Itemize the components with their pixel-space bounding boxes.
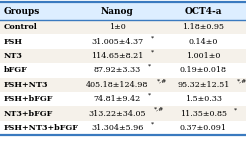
Text: 114.65±8.21: 114.65±8.21 <box>91 52 144 60</box>
Bar <box>74 63 161 78</box>
Bar <box>0 63 74 78</box>
Text: *: * <box>151 49 154 54</box>
Text: Control: Control <box>3 23 37 31</box>
Text: *,#: *,# <box>237 78 246 83</box>
Text: 31.005±4.37: 31.005±4.37 <box>92 38 143 46</box>
Text: *: * <box>148 64 151 69</box>
Bar <box>161 78 246 92</box>
Text: 313.22±34.05: 313.22±34.05 <box>89 110 146 118</box>
Text: *: * <box>151 121 154 126</box>
Text: NT3+bFGF: NT3+bFGF <box>3 110 53 118</box>
Text: 31.304±5.96: 31.304±5.96 <box>91 124 144 132</box>
Text: FSH+NT3+bFGF: FSH+NT3+bFGF <box>3 124 78 132</box>
Text: *,#: *,# <box>157 78 167 83</box>
Bar <box>74 78 161 92</box>
Bar <box>161 20 246 34</box>
Bar <box>74 2 161 20</box>
Text: FSH+bFGF: FSH+bFGF <box>3 95 53 103</box>
Bar <box>161 34 246 49</box>
Text: 1±0: 1±0 <box>109 23 126 31</box>
Text: 0.19±0.018: 0.19±0.018 <box>180 66 227 74</box>
Bar <box>161 2 246 20</box>
Text: FSH+NT3: FSH+NT3 <box>3 81 48 89</box>
Bar <box>0 92 74 106</box>
Bar <box>161 106 246 121</box>
Bar <box>74 49 161 63</box>
Text: bFGF: bFGF <box>3 66 27 74</box>
Bar <box>0 78 74 92</box>
Bar <box>161 92 246 106</box>
Text: 405.18±124.98: 405.18±124.98 <box>86 81 149 89</box>
Text: *: * <box>151 35 154 40</box>
Bar <box>0 2 74 20</box>
Text: 1.5±0.33: 1.5±0.33 <box>185 95 222 103</box>
Bar <box>0 106 74 121</box>
Bar <box>74 121 161 135</box>
Text: OCT4-a: OCT4-a <box>184 7 222 16</box>
Text: Groups: Groups <box>3 7 40 16</box>
Text: *,#: *,# <box>154 107 164 112</box>
Bar <box>161 121 246 135</box>
Text: NT3: NT3 <box>3 52 22 60</box>
Bar <box>74 92 161 106</box>
Bar <box>0 34 74 49</box>
Text: *: * <box>234 107 237 112</box>
Bar <box>161 63 246 78</box>
Text: FSH: FSH <box>3 38 22 46</box>
Text: 87.92±3.33: 87.92±3.33 <box>94 66 141 74</box>
Bar <box>161 49 246 63</box>
Bar <box>0 121 74 135</box>
Bar <box>0 49 74 63</box>
Bar <box>74 34 161 49</box>
Text: 1.18±0.95: 1.18±0.95 <box>182 23 224 31</box>
Text: 74.81±9.42: 74.81±9.42 <box>94 95 141 103</box>
Bar <box>74 106 161 121</box>
Bar <box>74 20 161 34</box>
Bar <box>0 20 74 34</box>
Text: *: * <box>148 93 151 98</box>
Text: 0.37±0.091: 0.37±0.091 <box>180 124 227 132</box>
Text: 95.32±12.51: 95.32±12.51 <box>177 81 230 89</box>
Text: 11.35±0.85: 11.35±0.85 <box>180 110 227 118</box>
Text: 1.001±0: 1.001±0 <box>186 52 220 60</box>
Text: 0.14±0: 0.14±0 <box>189 38 218 46</box>
Text: Nanog: Nanog <box>101 7 134 16</box>
